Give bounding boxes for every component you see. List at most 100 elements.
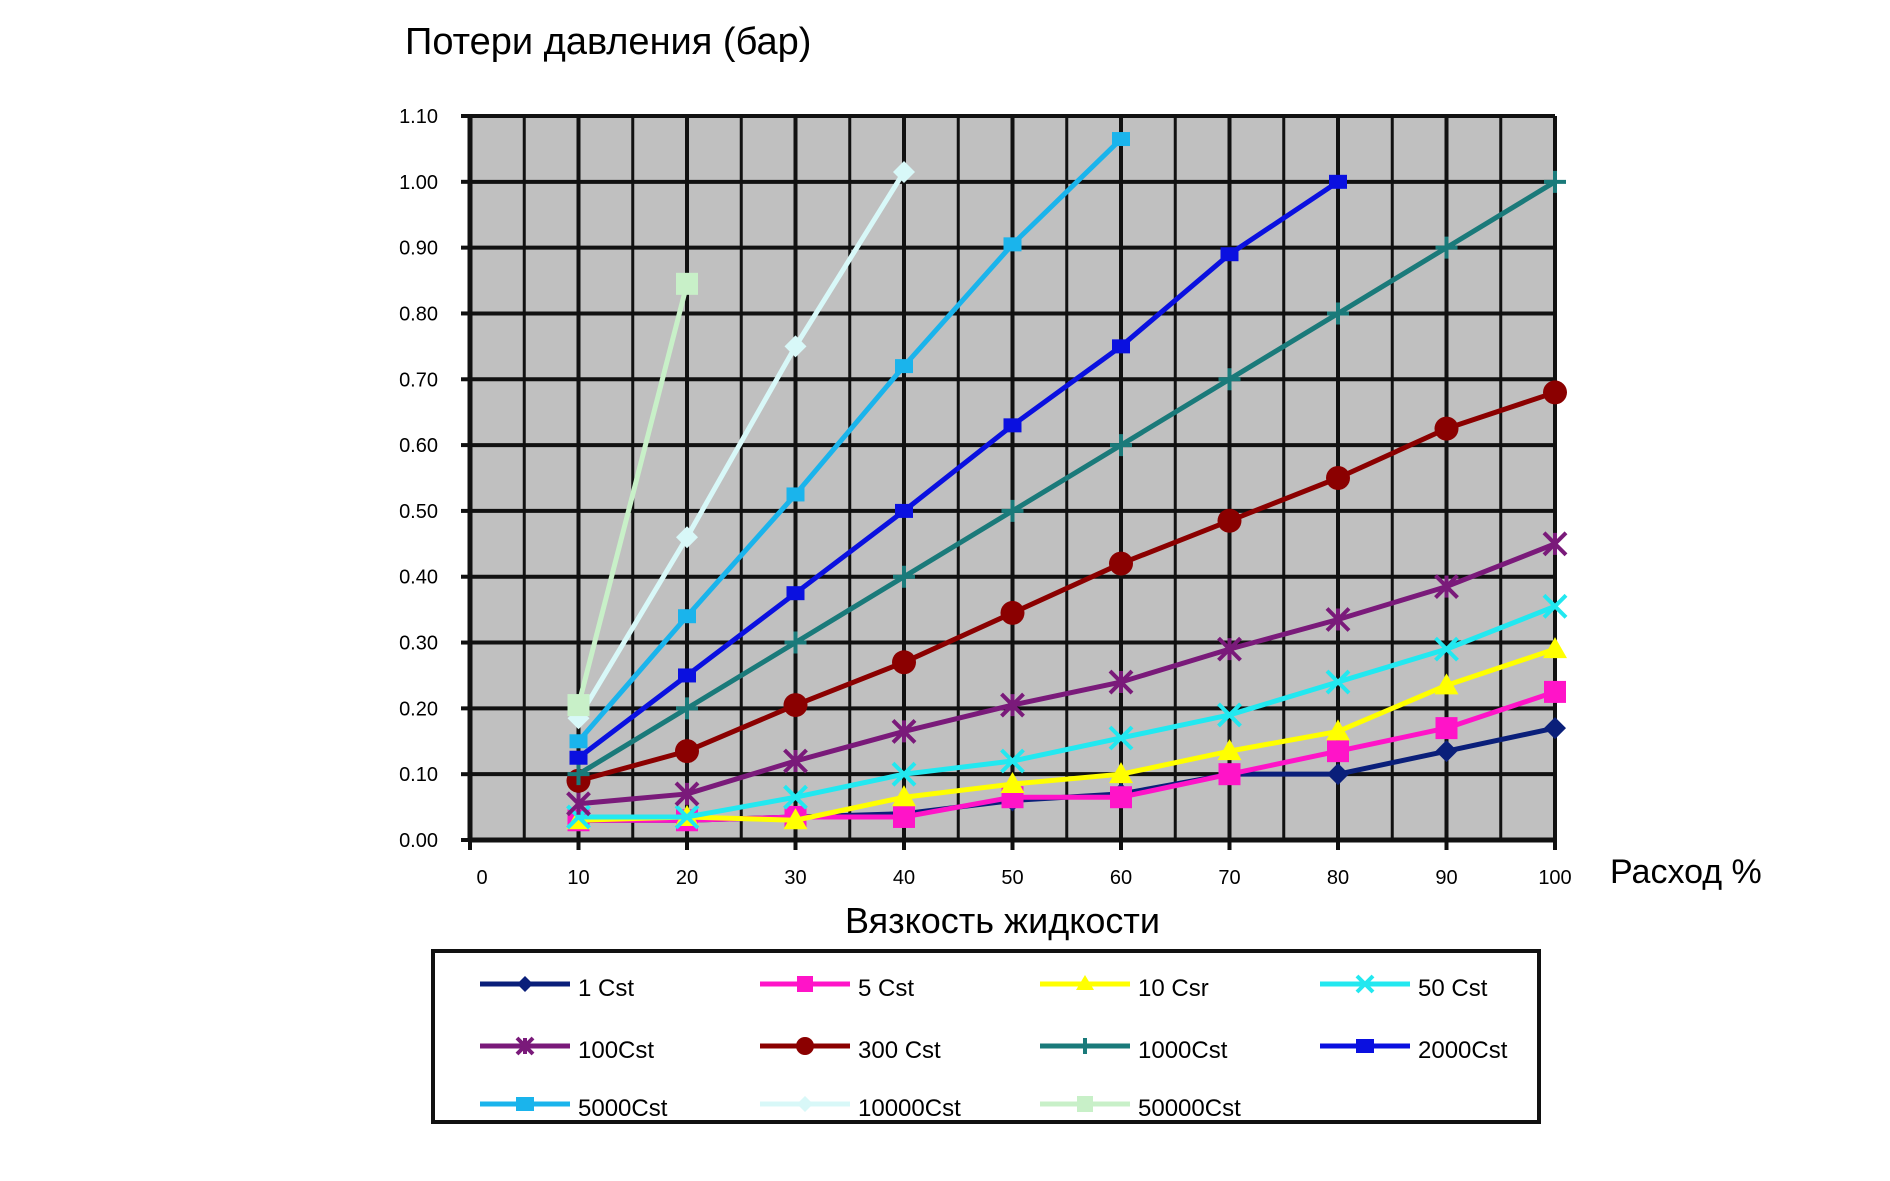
data-point (676, 697, 698, 720)
series-line (577, 179, 1557, 777)
data-point (1001, 499, 1024, 522)
legend-item: 100Cst (480, 1036, 654, 1064)
data-point (1325, 669, 1351, 695)
series-line (576, 170, 907, 720)
legend-marker (515, 1036, 535, 1056)
data-point (676, 526, 698, 549)
legend-marker (1356, 1039, 1374, 1053)
data-point (1000, 748, 1025, 774)
series-line (578, 646, 1556, 823)
data-point (1329, 174, 1347, 189)
series-300-cst (566, 380, 1567, 793)
x-tick-label: 100 (1538, 867, 1571, 889)
data-point (1544, 680, 1566, 703)
data-point (1000, 772, 1025, 794)
legend-marker (797, 1096, 813, 1112)
data-point (1218, 763, 1241, 786)
y-tick-label: 1.10 (399, 106, 438, 128)
data-point (1110, 434, 1132, 457)
y-tick-label: 0.50 (399, 501, 438, 523)
data-point (1326, 719, 1350, 741)
legend-label: 1000Cst (1138, 1037, 1228, 1064)
data-point (1112, 339, 1130, 354)
data-point (1434, 636, 1459, 662)
legend-label: 50 Cst (1418, 975, 1488, 1002)
data-point (569, 750, 588, 765)
data-point (567, 694, 590, 717)
legend-item: 1000Cst (1040, 1037, 1228, 1064)
x-tick-label: 70 (1218, 867, 1240, 889)
data-point (783, 693, 808, 718)
data-point (893, 805, 915, 828)
data-point (1542, 593, 1568, 619)
x-tick-label: 30 (784, 867, 806, 889)
x-tick-label: 0 (476, 867, 487, 889)
data-point (674, 804, 700, 830)
data-point (1108, 725, 1134, 751)
data-point (1003, 418, 1022, 433)
y-tick-label: 0.30 (399, 633, 438, 655)
legend-item: 10000Cst (760, 1095, 961, 1122)
x-axis-ticks: 0 10 20 30 40 50 60 70 80 90 100 (468, 840, 1572, 889)
data-point (1543, 380, 1567, 405)
data-point (1003, 237, 1022, 252)
x-tick-label: 50 (1001, 867, 1023, 889)
data-point (674, 781, 700, 807)
data-point (783, 808, 808, 830)
data-point (1000, 692, 1025, 718)
series-50000cst (567, 272, 698, 717)
data-point (1220, 247, 1239, 262)
data-point (1435, 740, 1458, 763)
data-point (892, 650, 916, 675)
x-tick-label: 90 (1435, 867, 1457, 889)
data-point (676, 272, 698, 295)
data-point (1544, 717, 1566, 740)
data-point (784, 631, 807, 654)
legend-label: 5 Cst (858, 975, 914, 1002)
data-point (895, 503, 913, 518)
series-5000cst (569, 132, 1130, 749)
y-tick-label: 0.80 (399, 303, 438, 325)
data-point (891, 761, 917, 787)
x-tick-label: 40 (893, 867, 915, 889)
legend-label: 100Cst (578, 1037, 654, 1064)
data-point (1435, 717, 1458, 740)
y-tick-label: 0.90 (399, 238, 438, 260)
data-point (1544, 170, 1566, 193)
legend-label: 10000Cst (858, 1095, 961, 1122)
y-tick-label: 0.00 (399, 830, 438, 852)
data-point (1434, 574, 1459, 600)
y-tick-label: 0.60 (399, 435, 438, 457)
data-point (675, 739, 699, 764)
series-line (578, 604, 1556, 820)
series-layer (566, 132, 1568, 832)
legend-marker (797, 976, 813, 992)
x-axis-label: Расход % (1610, 853, 1762, 891)
legend-item: 5 Cst (760, 975, 914, 1002)
legend-label: 5000Cst (578, 1095, 668, 1122)
data-point (892, 785, 916, 807)
data-point (895, 359, 913, 374)
legend-item: 300 Cst (760, 1037, 941, 1064)
legend-label: 2000Cst (1418, 1037, 1508, 1064)
data-point (893, 160, 915, 183)
legend: 1 Cst 5 Cst 10 Csr 50 Cst 100Cst 300 Cst 1000C… (480, 974, 1508, 1122)
data-point (567, 763, 590, 786)
data-point (1109, 551, 1133, 576)
legend-item: 1 Cst (480, 975, 634, 1002)
data-point (1110, 786, 1132, 809)
legend-box (431, 949, 1541, 1124)
data-point (1112, 132, 1130, 147)
data-point (783, 784, 808, 810)
data-point (1543, 637, 1567, 659)
series-line (576, 179, 1340, 760)
series-2000cst (569, 174, 1347, 765)
legend-marker (517, 976, 533, 992)
series-100cst (566, 531, 1568, 817)
grid-lines (467, 114, 1557, 843)
series-line (578, 541, 1556, 807)
data-point (1327, 763, 1349, 786)
legend-marker (1077, 1038, 1093, 1054)
data-point (1108, 669, 1134, 695)
